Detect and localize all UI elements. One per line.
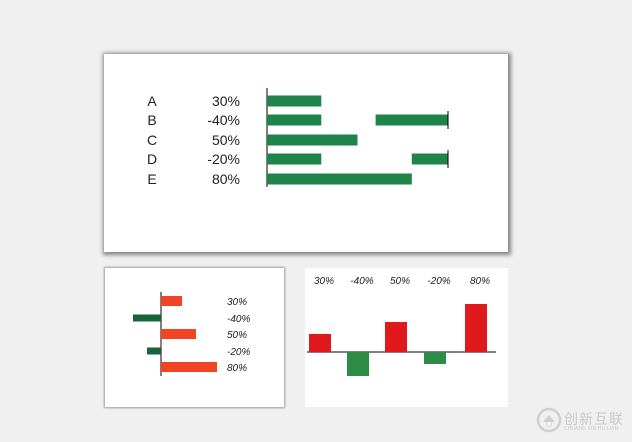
chart-panel-1: A 30% B -40% C 50% D -20% E 80% <box>104 54 508 252</box>
chart-1-value-label: 80% <box>212 171 240 187</box>
chart-2-bar <box>147 347 161 355</box>
cxhl-logo-icon <box>536 407 562 433</box>
chart-2-bar <box>133 314 161 322</box>
chart-1-category-label: B <box>147 112 156 128</box>
chart-1-bar <box>267 114 322 126</box>
chart-2-svg: 30% -40% 50% -20% 80% <box>133 292 250 376</box>
chart-2-value-label: 30% <box>227 297 247 308</box>
chart-2-value-label: 80% <box>227 363 247 374</box>
chart-1-category-label: C <box>147 132 157 148</box>
chart-1-category-label: D <box>147 151 157 167</box>
watermark-text: 创新互联 <box>564 412 624 428</box>
chart-2-bar <box>161 362 217 372</box>
chart-1-bar-negative <box>411 153 448 165</box>
chart-3-bar <box>424 352 446 364</box>
chart-panel-3: 30% -40% 50% -20% 80% <box>305 268 508 407</box>
chart-1-bar <box>267 173 412 185</box>
chart-3-bar <box>347 352 369 376</box>
chart-3-value-label: -40% <box>350 276 373 287</box>
chart-2-value-label: 50% <box>227 330 247 341</box>
chart-2-bar <box>161 329 196 339</box>
chart-1-bar <box>267 95 322 107</box>
chart-3-svg: 30% -40% 50% -20% 80% <box>307 276 496 376</box>
chart-1-value-label: 30% <box>212 93 240 109</box>
chart-2-bar <box>161 296 182 306</box>
watermark-subtext: CHUANG XIN HU LIAN <box>564 426 619 432</box>
chart-1-value-label: -20% <box>207 151 240 167</box>
chart-1-bar-negative <box>375 114 448 126</box>
chart-1-value-label: 50% <box>212 132 240 148</box>
chart-1-bar <box>267 134 358 146</box>
chart-1-svg: A 30% B -40% C 50% D -20% E 80% <box>147 88 449 187</box>
watermark: 创新互联 CHUANG XIN HU LIAN <box>536 405 632 437</box>
chart-2-value-label: -40% <box>227 314 250 325</box>
chart-3-value-label: 30% <box>314 276 334 287</box>
chart-3-bar <box>385 322 407 352</box>
chart-3-value-label: -20% <box>427 276 450 287</box>
chart-3-value-label: 80% <box>470 276 490 287</box>
chart-3-bar <box>465 304 487 352</box>
chart-3-bar <box>309 334 331 352</box>
chart-1-category-label: A <box>147 93 157 109</box>
chart-2-value-label: -20% <box>227 347 250 358</box>
chart-panel-2: 30% -40% 50% -20% 80% <box>105 268 284 407</box>
chart-1-value-label: -40% <box>207 112 240 128</box>
chart-1-bar <box>267 153 322 165</box>
chart-1-category-label: E <box>147 171 156 187</box>
chart-3-value-label: 50% <box>390 276 410 287</box>
